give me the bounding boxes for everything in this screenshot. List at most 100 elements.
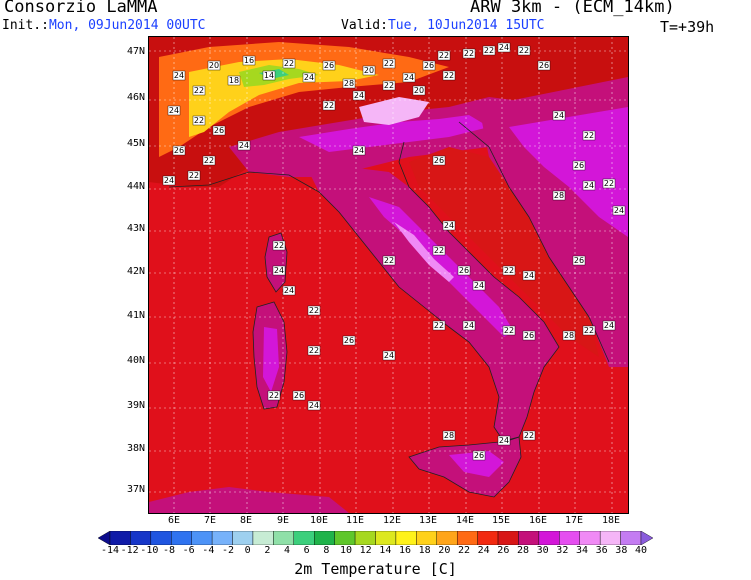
valid-prefix: Valid: [341, 18, 388, 33]
station-value: 24 [237, 140, 251, 151]
lon-label: 13E [418, 515, 438, 526]
svg-text:26: 26 [294, 391, 304, 400]
colorbar-bin [395, 531, 417, 545]
svg-text:24: 24 [444, 221, 454, 230]
colorbar-tick-label: 10 [339, 545, 353, 556]
colorbar-tick-label: 2 [264, 545, 271, 556]
lat-label: 47N [126, 46, 145, 57]
colorbar-tick-label: 6 [303, 545, 310, 556]
svg-text:22: 22 [309, 306, 319, 315]
svg-text:22: 22 [434, 321, 444, 330]
colorbar-tick-label: -4 [202, 545, 215, 556]
svg-text:22: 22 [584, 131, 594, 140]
station-value: 26 [172, 145, 186, 156]
lon-label: 10E [309, 515, 329, 526]
lat-label: 44N [126, 181, 145, 192]
station-value: 20 [362, 65, 376, 76]
station-value: 20 [412, 85, 426, 96]
station-value: 24 [612, 205, 626, 216]
station-value: 22 [602, 178, 616, 189]
svg-text:24: 24 [174, 71, 184, 80]
svg-text:22: 22 [194, 86, 204, 95]
station-value: 26 [322, 60, 336, 71]
station-value: 22 [307, 345, 321, 356]
svg-text:24: 24 [474, 281, 484, 290]
station-value: 24 [272, 265, 286, 276]
lead-time: T=+39h [660, 18, 715, 36]
svg-text:22: 22 [434, 246, 444, 255]
colorbar-bin [518, 531, 540, 545]
colorbar-bin [354, 531, 376, 545]
station-value: 22 [582, 130, 596, 141]
lat-label: 45N [126, 138, 145, 149]
svg-text:26: 26 [574, 256, 584, 265]
svg-text:22: 22 [204, 156, 214, 165]
colorbar-title: 2m Temperature [C] [294, 560, 457, 578]
svg-text:24: 24 [464, 321, 474, 330]
colorbar-tick-label: 0 [244, 545, 251, 556]
colorbar-tick-label: -10 [140, 545, 159, 556]
svg-text:22: 22 [384, 59, 394, 68]
colorbar-tick-label: -14 [100, 545, 120, 556]
station-labels: 24 22 20 18 16 14 22 24 26 28 20 22 24 26 22 24 22 26 24 26… [162, 42, 626, 461]
colorbar-tick-label: 38 [615, 545, 628, 556]
colorbar-bin [150, 531, 172, 545]
colorbar-tick-label: -2 [221, 545, 235, 556]
colorbar-tick-label: 34 [575, 545, 589, 556]
lon-label: 14E [455, 515, 475, 526]
station-value: 24 [582, 180, 596, 191]
svg-text:18: 18 [229, 76, 239, 85]
station-value: 22 [517, 45, 531, 56]
colorbar-bin [273, 531, 295, 545]
station-value: 22 [502, 325, 516, 336]
valid-time: Valid:Tue, 10Jun2014 15UTC [341, 18, 545, 33]
station-value: 26 [572, 255, 586, 266]
svg-text:28: 28 [554, 191, 564, 200]
init-value: Mon, 09Jun2014 00UTC [48, 18, 206, 33]
station-value: 20 [207, 60, 221, 71]
colorbar-bin [211, 531, 233, 545]
station-value: 24 [402, 72, 416, 83]
svg-text:22: 22 [464, 49, 474, 58]
north-africa [149, 487, 349, 513]
station-value: 24 [602, 320, 616, 331]
svg-text:24: 24 [354, 146, 364, 155]
balkans-hot [509, 107, 628, 237]
station-value: 26 [472, 450, 486, 461]
station-value: 22 [482, 45, 496, 56]
station-value: 22 [282, 58, 296, 69]
svg-text:22: 22 [439, 51, 449, 60]
station-value: 28 [342, 78, 356, 89]
lat-label: 43N [126, 223, 145, 234]
station-value: 22 [192, 85, 206, 96]
svg-text:26: 26 [424, 61, 434, 70]
station-value: 24 [522, 270, 536, 281]
colorbar-tick-label: 12 [359, 545, 372, 556]
svg-text:24: 24 [164, 176, 174, 185]
svg-text:24: 24 [604, 321, 614, 330]
colorbar-tick-label: 40 [634, 545, 648, 556]
coastlines [168, 121, 610, 498]
colorbar-tick-label: 20 [438, 545, 451, 556]
svg-text:28: 28 [344, 79, 354, 88]
title-org: Consorzio LaMMA [4, 0, 158, 17]
station-value: 14 [262, 70, 276, 81]
svg-text:28: 28 [444, 431, 454, 440]
station-value: 22 [582, 325, 596, 336]
colorbar-tick-label: 22 [457, 545, 471, 556]
colorbar-tick-label: 26 [497, 545, 510, 556]
station-value: 28 [442, 430, 456, 441]
lat-label: 42N [126, 266, 145, 277]
colorbar-bin [497, 531, 519, 545]
svg-text:24: 24 [614, 206, 624, 215]
svg-text:20: 20 [414, 86, 424, 95]
colorbar-bin [640, 531, 653, 545]
station-value: 22 [382, 80, 396, 91]
station-value: 24 [302, 72, 316, 83]
lat-label: 46N [126, 92, 145, 103]
svg-text:24: 24 [309, 401, 319, 410]
station-value: 24 [462, 320, 476, 331]
colorbar-bin [375, 531, 397, 545]
lat-label: 40N [126, 355, 145, 366]
colorbar-tick-label: -8 [162, 545, 176, 556]
